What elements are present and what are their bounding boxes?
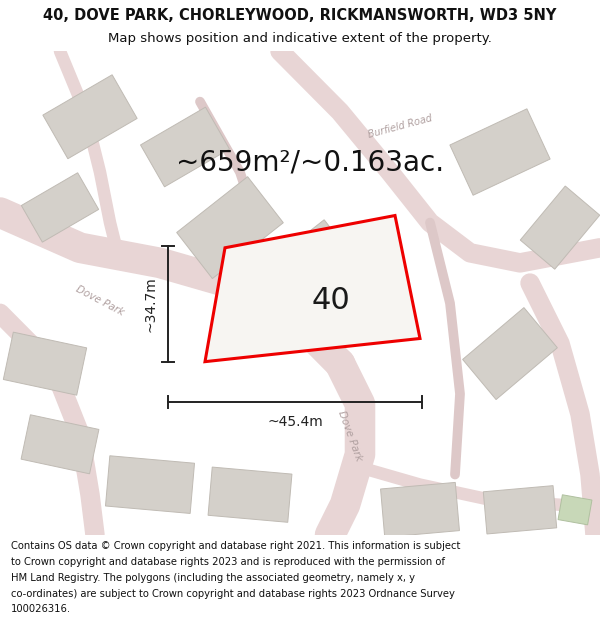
Polygon shape [21,415,99,474]
Polygon shape [463,308,557,399]
Text: 40: 40 [312,286,350,316]
Text: co-ordinates) are subject to Crown copyright and database rights 2023 Ordnance S: co-ordinates) are subject to Crown copyr… [11,589,455,599]
Polygon shape [265,220,355,306]
Text: Map shows position and indicative extent of the property.: Map shows position and indicative extent… [108,32,492,45]
Polygon shape [43,75,137,159]
Polygon shape [106,456,194,514]
Text: to Crown copyright and database rights 2023 and is reproduced with the permissio: to Crown copyright and database rights 2… [11,557,445,567]
Text: ~45.4m: ~45.4m [267,415,323,429]
Text: 40, DOVE PARK, CHORLEYWOOD, RICKMANSWORTH, WD3 5NY: 40, DOVE PARK, CHORLEYWOOD, RICKMANSWORT… [43,8,557,23]
Polygon shape [205,216,420,362]
Polygon shape [4,332,86,395]
Polygon shape [558,495,592,525]
Text: Dove Park: Dove Park [74,284,126,318]
Polygon shape [450,109,550,195]
Polygon shape [208,467,292,522]
Polygon shape [520,186,600,269]
Text: Contains OS data © Crown copyright and database right 2021. This information is : Contains OS data © Crown copyright and d… [11,541,460,551]
Text: ~659m²/~0.163ac.: ~659m²/~0.163ac. [176,148,444,176]
Polygon shape [176,177,283,279]
Text: HM Land Registry. The polygons (including the associated geometry, namely x, y: HM Land Registry. The polygons (includin… [11,572,415,582]
Text: 100026316.: 100026316. [11,604,71,614]
Text: Dove Park: Dove Park [336,409,364,463]
Text: ~34.7m: ~34.7m [143,276,157,332]
Text: Burfield Road: Burfield Road [367,114,433,140]
Polygon shape [484,486,557,534]
Polygon shape [380,482,460,538]
Polygon shape [140,107,229,187]
Polygon shape [22,173,98,242]
